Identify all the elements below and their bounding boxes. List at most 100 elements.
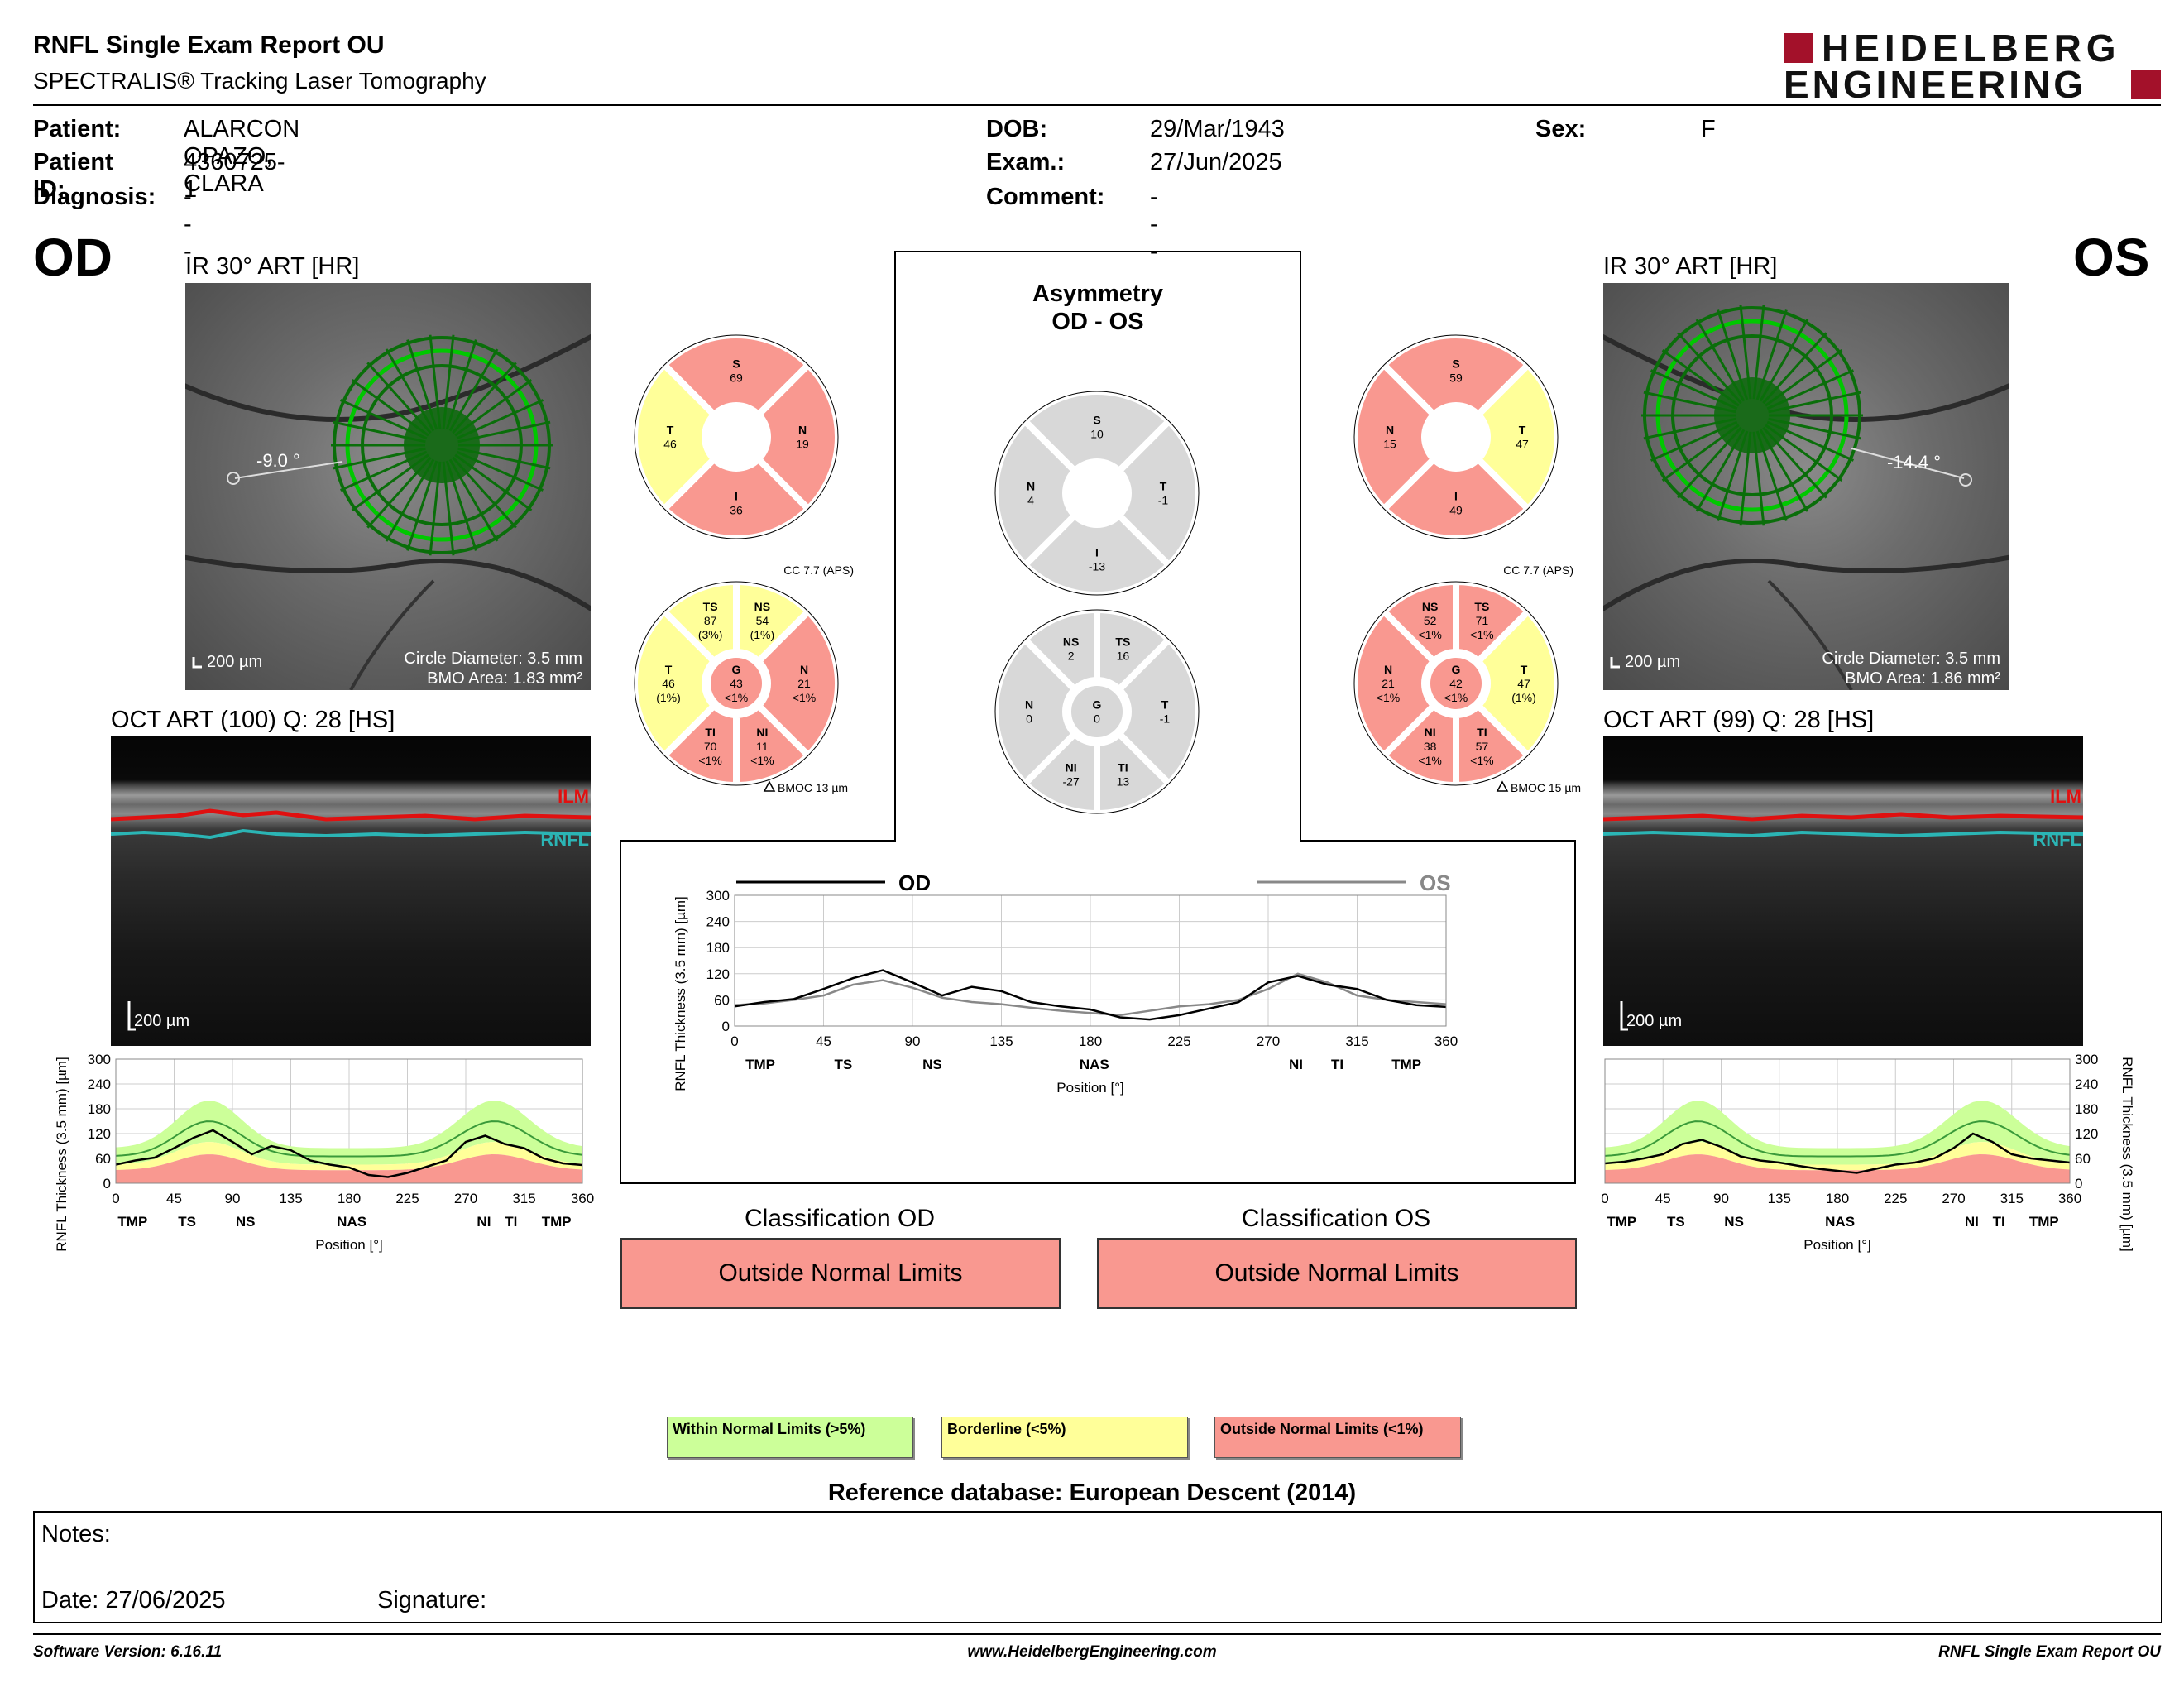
sector-text: 2 xyxy=(1068,650,1075,663)
os-oct-image: ILM RNFL 200 µm xyxy=(1603,736,2083,1046)
spoke xyxy=(457,447,551,470)
legend-wnl-label: Within Normal Limits (>5%) xyxy=(673,1421,866,1437)
sector-text: 59 xyxy=(1449,372,1463,385)
plot-frame xyxy=(1604,1058,2071,1184)
spoke xyxy=(1650,369,1738,410)
sector-text: 10 xyxy=(1090,428,1104,441)
region-label: TI xyxy=(1331,1057,1343,1072)
os-tsnit-chart: 0 45 90 135 180 225 270 315 360060120180240300TM… xyxy=(1601,1052,2135,1253)
brand-logo: HEIDELBERG ENGINEERING xyxy=(1784,28,2164,104)
od-scale: 200 µm xyxy=(207,653,262,671)
sector-text: NS xyxy=(1422,600,1438,613)
y-tick: 60 xyxy=(714,992,730,1008)
od-circle-diameter: Circle Diameter: 3.5 mm xyxy=(404,650,582,668)
spoke xyxy=(366,456,432,529)
x-tick: 180 xyxy=(338,1191,361,1206)
sector-outline xyxy=(1353,334,1559,539)
sector-text: 87 xyxy=(704,614,717,627)
x-tick: 90 xyxy=(905,1033,921,1049)
sector-text: -1 xyxy=(1158,494,1169,507)
report-subtitle: SPECTRALIS® Tracking Laser Tomography xyxy=(33,68,486,94)
x-tick: 360 xyxy=(571,1191,594,1206)
x-tick: 180 xyxy=(1826,1191,1849,1206)
patient-value: ALARCON OPAZO, CLARA xyxy=(184,116,300,197)
os-oct-scale: 200 µm xyxy=(1626,1012,1682,1030)
os-fundus-overlay: -14.4 ° 200 µm Circle Diameter: 3.5 mm B… xyxy=(1603,305,2009,690)
sector-text: NS xyxy=(754,600,770,613)
sector-text: G xyxy=(1452,663,1461,676)
sector-text: 46 xyxy=(663,438,677,451)
x-tick: 0 xyxy=(112,1191,119,1206)
spoke xyxy=(1677,426,1742,499)
radial-spokes xyxy=(331,334,553,556)
sector-outline xyxy=(994,391,1200,596)
classification-od-title: Classification OD xyxy=(744,1205,936,1232)
region-label: NS xyxy=(236,1214,256,1230)
footer-url[interactable]: www.HeidelbergEngineering.com xyxy=(967,1643,1217,1661)
vessel xyxy=(349,579,435,690)
od-ir-title: IR 30° ART [HR] xyxy=(185,253,360,280)
sector-text: <1% xyxy=(1418,628,1441,641)
spoke xyxy=(429,461,442,556)
sector-label: I36 xyxy=(730,490,743,517)
comment-label: Comment: xyxy=(986,184,1105,210)
sector-label: S59 xyxy=(1449,357,1463,385)
y-tick: 300 xyxy=(88,1052,111,1067)
x-tick: 0 xyxy=(730,1033,738,1049)
sector-text: I xyxy=(735,490,738,503)
sector-text: S xyxy=(732,357,740,371)
y-axis-label: RNFL Thickness (3.5 mm) [µm] xyxy=(2119,1057,2135,1252)
os-bmo-area: BMO Area: 1.86 mm² xyxy=(1845,669,2000,688)
region-label: NAS xyxy=(1825,1214,1855,1230)
notes-label: Notes: xyxy=(41,1521,111,1547)
band-normal xyxy=(116,1101,582,1165)
asymmetry-title-line2: OD - OS xyxy=(1051,309,1144,335)
sector-text: 21 xyxy=(1382,677,1395,690)
sector-text: N xyxy=(800,663,808,676)
sector-text: NI xyxy=(1066,760,1077,774)
sector-outline xyxy=(994,609,1200,814)
sector-text: T xyxy=(1519,424,1526,437)
os-bmoc: BMOC 15 µm xyxy=(1511,781,1581,794)
sector-label: G42<1% xyxy=(1444,663,1468,704)
sector-text: <1% xyxy=(1470,754,1493,767)
delta-icon xyxy=(763,780,776,792)
sector-text: 70 xyxy=(704,740,717,753)
os-oct-overlay: ILM RNFL 200 µm xyxy=(1603,786,2083,1031)
sector-text: N xyxy=(1027,480,1035,493)
region-label: TMP xyxy=(1391,1057,1421,1072)
spoke xyxy=(366,362,432,434)
classification-od-box: Outside Normal Limits xyxy=(620,1238,1061,1309)
x-tick: 225 xyxy=(1884,1191,1907,1206)
band-normal xyxy=(1605,1101,2070,1165)
sector-label: T46(1%) xyxy=(656,663,681,704)
x-tick: 90 xyxy=(1713,1191,1729,1206)
notes-box[interactable]: Notes: Date: 27/06/2025 Signature: xyxy=(33,1511,2162,1623)
legend-onl-label: Outside Normal Limits (<1%) xyxy=(1220,1421,1424,1437)
spoke xyxy=(1677,332,1742,405)
sector-text: (1%) xyxy=(750,628,775,641)
os-ir-title: IR 30° ART [HR] xyxy=(1603,253,1778,280)
od-oct-overlay: ILM RNFL 200 µm xyxy=(111,786,591,1031)
region-label: NI xyxy=(1965,1214,1979,1230)
sector-label: G43<1% xyxy=(725,663,748,704)
os-angle: -14.4 ° xyxy=(1887,452,1941,472)
y-axis-label: RNFL Thickness (3.5 mm) [µm] xyxy=(54,1057,69,1252)
sector-text: <1% xyxy=(1470,628,1493,641)
od-bmoc: BMOC 13 µm xyxy=(778,781,848,794)
sector-text: 16 xyxy=(1117,650,1130,663)
report-title: RNFL Single Exam Report OU xyxy=(33,31,385,59)
region-label: TS xyxy=(835,1057,853,1072)
region-label: NI xyxy=(1289,1057,1303,1072)
sector-text: NI xyxy=(756,726,768,739)
sector-text: 69 xyxy=(730,372,743,385)
x-axis-label: Position [°] xyxy=(1803,1237,1870,1253)
sector-text: 42 xyxy=(1449,677,1463,690)
region-label: NAS xyxy=(1080,1057,1109,1072)
od-ilm-label: ILM xyxy=(558,786,589,807)
disc-overlay xyxy=(1714,377,1790,453)
sector-text: <1% xyxy=(750,754,774,767)
